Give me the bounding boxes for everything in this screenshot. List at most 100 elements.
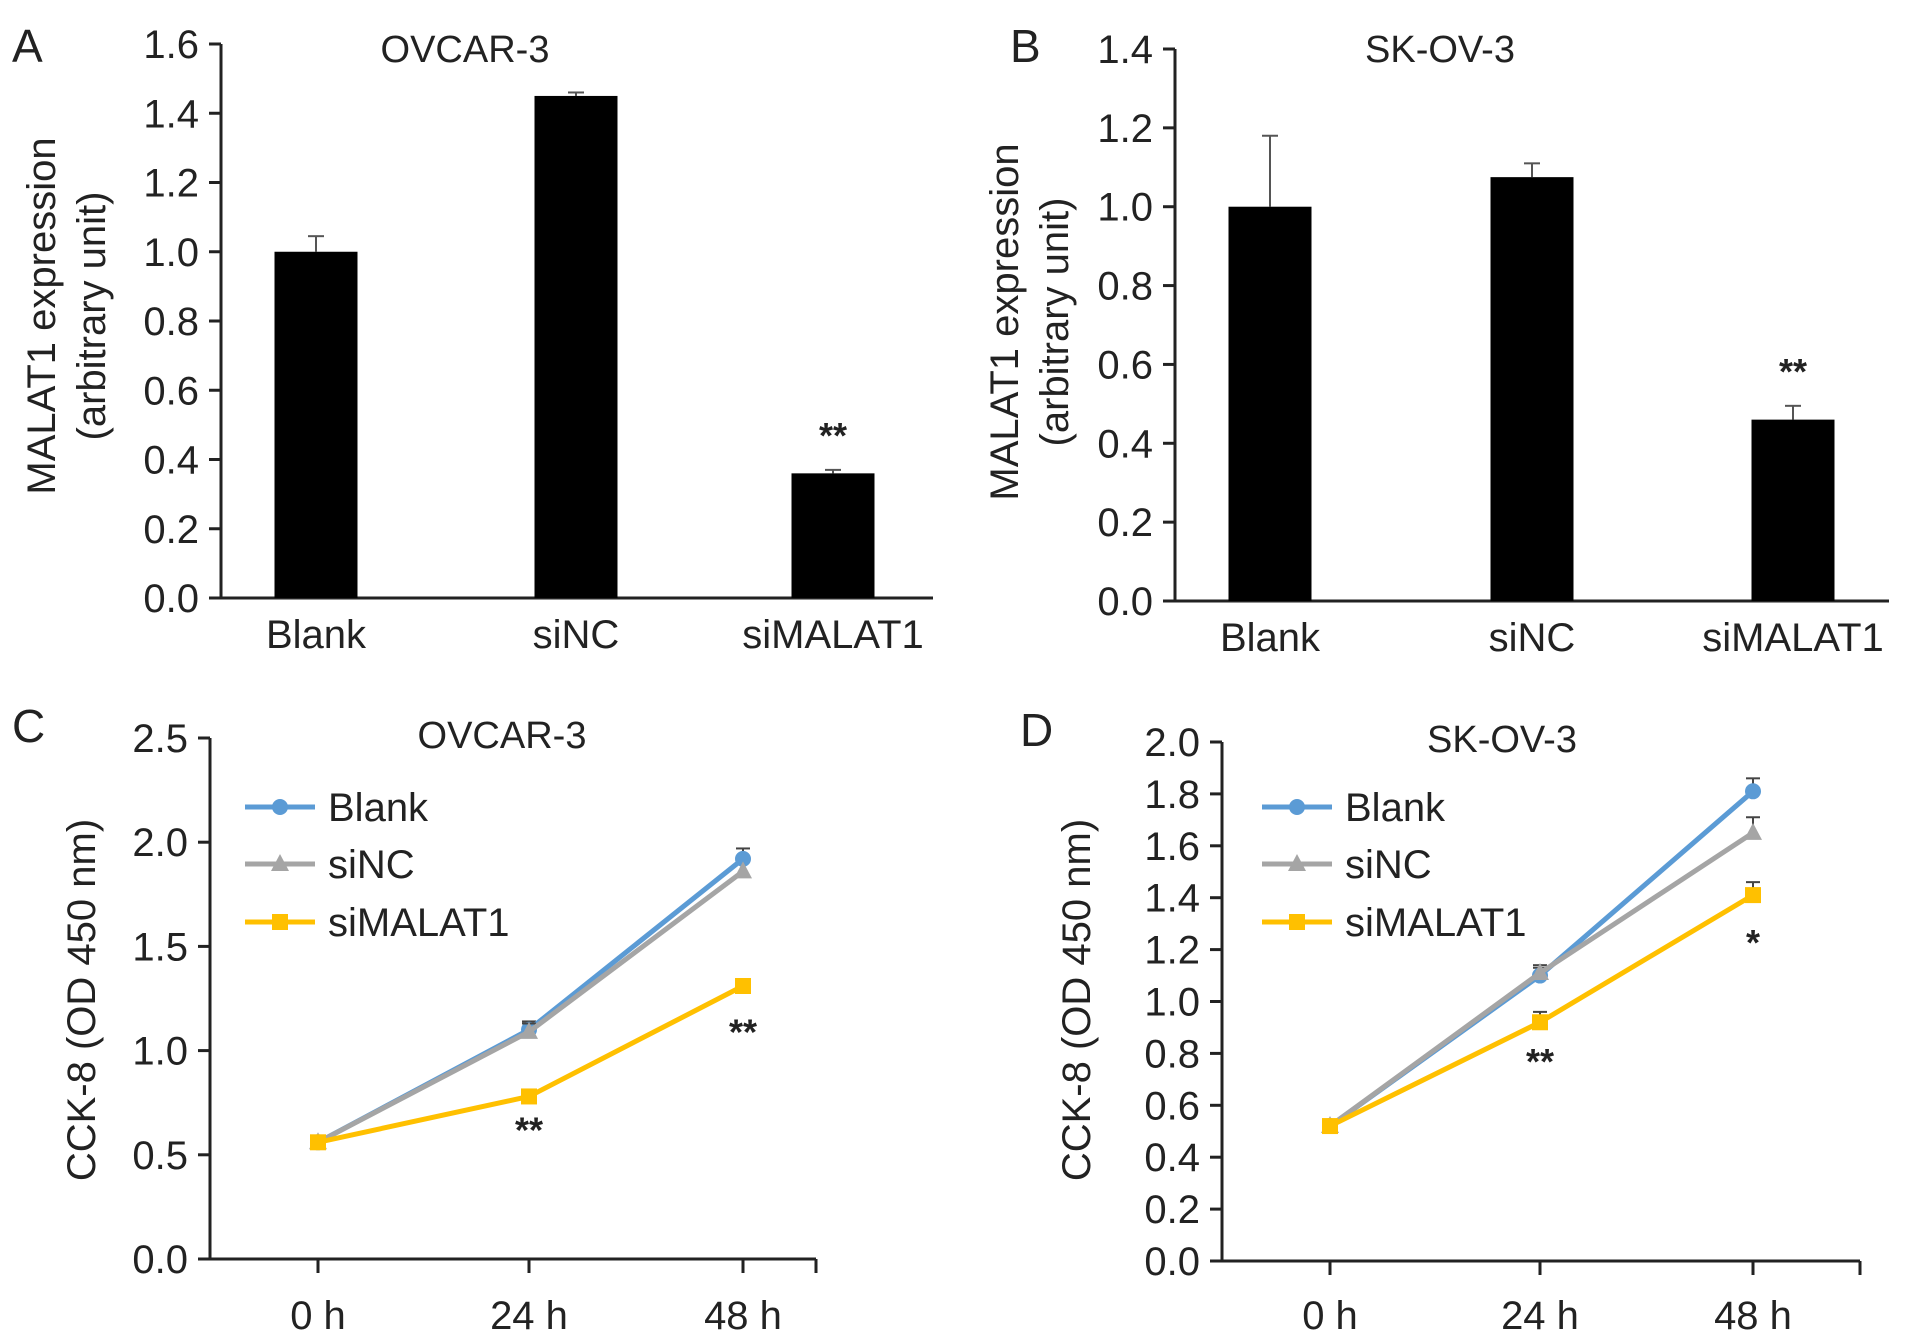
y-tick-label: 1.6	[1144, 825, 1200, 869]
y-tick-label: 0.6	[143, 369, 199, 413]
significance-marker: **	[515, 1109, 543, 1150]
significance-marker: **	[819, 415, 847, 456]
y-tick-label: 0.0	[1144, 1240, 1200, 1284]
x-category-label: 24 h	[1501, 1294, 1579, 1338]
x-category-label: siMALAT1	[742, 613, 924, 657]
legend-marker-simalat1	[272, 914, 288, 930]
y-tick-label: 0.8	[1097, 265, 1153, 309]
data-point-simalat1	[1322, 1118, 1338, 1135]
y-tick-label: 2.0	[1144, 721, 1200, 765]
x-category-label: 48 h	[1714, 1294, 1792, 1338]
y-tick-label: 0.8	[143, 300, 199, 344]
significance-marker: **	[729, 1011, 757, 1052]
panel-c: C OVCAR-3 0.0 0.5 1.0 1.5 2.0 2.5 CCK-8 (OD 450 …	[12, 700, 818, 1338]
data-point-simalat1	[310, 1134, 326, 1151]
bar-blank	[1228, 206, 1312, 601]
legend-marker-sinc	[1288, 854, 1306, 871]
y-tick-label: 1.4	[1144, 877, 1200, 921]
y-tick-label: 2.0	[132, 821, 188, 865]
y-tick-label: 0.5	[132, 1134, 188, 1178]
y-tick-label: 0.6	[1097, 343, 1153, 387]
y-tick-label: 1.2	[1144, 929, 1200, 973]
y-tick-label: 0.6	[1144, 1084, 1200, 1128]
significance-marker: **	[1779, 351, 1807, 392]
y-axis-title: CCK-8 (OD 450 nm)	[60, 819, 104, 1181]
legend-marker-simalat1	[1289, 914, 1305, 930]
y-axis-title: (arbitrary unit)	[1033, 198, 1077, 447]
y-tick-label: 0.8	[1144, 1032, 1200, 1076]
panel-letter: B	[1010, 20, 1041, 72]
y-tick-label: 0.4	[143, 439, 199, 483]
data-point-sinc	[520, 1021, 538, 1039]
y-tick-label: 0.2	[143, 508, 199, 552]
x-category-label: siNC	[533, 613, 620, 657]
y-axis-title: CCK-8 (OD 450 nm)	[1055, 819, 1099, 1181]
data-point-simalat1	[1745, 887, 1761, 904]
panel-b: B SK-OV-3 0.0 0.2 0.4 0.6 0.8 1.0 1.2 1.4 MALAT1 e…	[983, 20, 1889, 660]
y-tick-label: 0.0	[143, 577, 199, 621]
data-point-simalat1	[735, 977, 751, 994]
x-category-label: Blank	[1220, 616, 1321, 660]
legend-label: siMALAT1	[1345, 901, 1527, 945]
y-tick-label: 1.0	[143, 231, 199, 275]
panel-d: D SK-OV-3 0.0 0.2 0.4 0.6 0.8 1.0 1.2 1.4 1.6 1.8 2.…	[1020, 704, 1862, 1338]
data-point-simalat1	[521, 1088, 537, 1105]
y-tick-label: 1.4	[143, 92, 199, 136]
x-category-label: 24 h	[490, 1294, 568, 1338]
bar-sinc	[1490, 177, 1574, 601]
y-tick-label: 1.8	[1144, 773, 1200, 817]
y-axis-title: (arbitrary unit)	[70, 192, 114, 441]
x-category-label: 48 h	[704, 1294, 782, 1338]
data-point-sinc	[1531, 962, 1549, 980]
y-tick-label: 0.4	[1097, 422, 1153, 466]
legend-marker-blank	[272, 799, 288, 815]
bar-sinc	[534, 95, 618, 598]
legend-marker-blank	[1289, 799, 1305, 815]
data-point-sinc	[1744, 822, 1762, 840]
x-category-label: Blank	[266, 613, 367, 657]
panel-letter: C	[12, 700, 45, 752]
data-point-blank	[735, 850, 751, 867]
y-tick-label: 1.6	[143, 23, 199, 67]
y-axis-title: MALAT1 expression	[983, 143, 1027, 500]
data-point-blank	[1745, 783, 1761, 800]
legend-label: Blank	[328, 786, 429, 830]
y-tick-label: 0.0	[132, 1238, 188, 1282]
data-point-simalat1	[1532, 1014, 1548, 1031]
legend-label: siNC	[1345, 843, 1432, 887]
panel-title: SK-OV-3	[1427, 719, 1577, 761]
legend-label: siNC	[328, 843, 415, 887]
y-tick-label: 0.0	[1097, 580, 1153, 624]
bar-blank	[274, 251, 358, 598]
x-category-label: 0 h	[290, 1294, 346, 1338]
legend-label: siMALAT1	[328, 901, 510, 945]
y-tick-label: 1.0	[132, 1030, 188, 1074]
panel-letter: D	[1020, 704, 1053, 756]
panel-title: SK-OV-3	[1365, 29, 1515, 71]
y-tick-label: 1.2	[1097, 107, 1153, 151]
y-tick-label: 1.2	[143, 162, 199, 206]
y-tick-label: 1.0	[1097, 186, 1153, 230]
y-tick-label: 2.5	[132, 717, 188, 761]
y-tick-label: 1.0	[1144, 981, 1200, 1025]
legend-marker-sinc	[271, 854, 289, 871]
bar-simalat1	[1751, 419, 1835, 601]
legend-label: Blank	[1345, 786, 1446, 830]
x-category-label: siMALAT1	[1702, 616, 1884, 660]
y-axis-title: MALAT1 expression	[20, 137, 64, 494]
x-category-label: 0 h	[1302, 1294, 1358, 1338]
y-tick-label: 0.2	[1097, 501, 1153, 545]
y-tick-label: 1.4	[1097, 28, 1153, 72]
panel-letter: A	[12, 20, 43, 72]
y-tick-label: 0.4	[1144, 1136, 1200, 1180]
bar-simalat1	[791, 473, 875, 598]
x-category-label: siNC	[1489, 616, 1576, 660]
data-point-sinc	[734, 861, 752, 879]
panel-title: OVCAR-3	[418, 715, 587, 757]
panel-a: A OVCAR-3 0.0 0.2 0.4 0.6 0.8 1.0 1.2 1.4 1.6 MALAT…	[12, 20, 933, 657]
panel-title: OVCAR-3	[381, 29, 550, 71]
significance-marker: **	[1526, 1041, 1554, 1082]
y-tick-label: 0.2	[1144, 1188, 1200, 1232]
significance-marker: *	[1746, 922, 1760, 963]
